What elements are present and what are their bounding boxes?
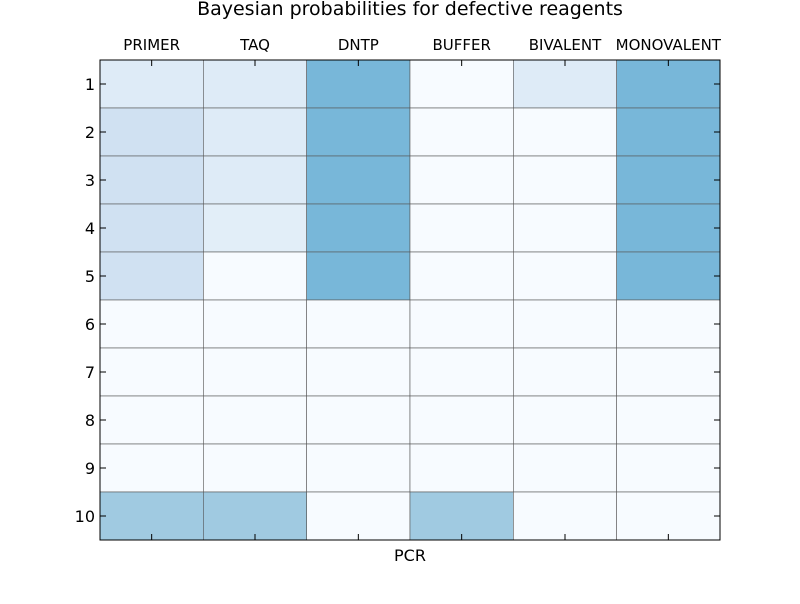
- row-label-7: 7: [85, 363, 95, 382]
- heatmap-cell-r6-monovalent: [616, 299, 721, 349]
- heatmap-cell-r1-monovalent: [616, 59, 721, 109]
- heatmap-cell-r2-monovalent: [616, 107, 721, 157]
- heatmap-cell-r1-primer: [99, 59, 204, 109]
- heatmap-cell-r4-primer: [99, 203, 204, 253]
- column-label-monovalent: MONOVALENT: [616, 36, 722, 54]
- heatmap-cell-r10-primer: [99, 491, 204, 541]
- heatmap-cell-r6-bivalent: [513, 299, 617, 349]
- heatmap-cell-r3-buffer: [409, 155, 514, 205]
- heatmap-cell-r8-dntp: [306, 395, 411, 445]
- heatmap-cell-r6-taq: [203, 299, 307, 349]
- heatmap-cell-r9-primer: [99, 443, 204, 493]
- heatmap-cell-r10-bivalent: [513, 491, 617, 541]
- heatmap-cell-r2-dntp: [306, 107, 411, 157]
- plot-frame: [99, 59, 721, 541]
- heatmap-cell-r10-buffer: [409, 491, 514, 541]
- heatmap-cell-r2-buffer: [409, 107, 514, 157]
- heatmap-cell-r10-dntp: [306, 491, 411, 541]
- heatmap-cell-r4-buffer: [409, 203, 514, 253]
- heatmap-cell-r9-buffer: [409, 443, 514, 493]
- heatmap-cell-r4-taq: [203, 203, 307, 253]
- row-label-5: 5: [85, 267, 95, 286]
- column-label-bivalent: BIVALENT: [529, 36, 602, 54]
- heatmap-cell-r3-bivalent: [513, 155, 617, 205]
- heatmap-cell-r10-monovalent: [616, 491, 721, 541]
- heatmap-cell-r4-bivalent: [513, 203, 617, 253]
- heatmap-cell-r9-dntp: [306, 443, 411, 493]
- heatmap-cell-r1-taq: [203, 59, 307, 109]
- axis-tick-labels: PRIMER TAQ DNTP BUFFER BIVALENT MONOVALENT 1 2 3…: [75, 36, 722, 526]
- heatmap-cell-r4-monovalent: [616, 203, 721, 253]
- heatmap-cell-r7-primer: [99, 347, 204, 397]
- heatmap-cell-r6-dntp: [306, 299, 411, 349]
- heatmap-cell-r7-bivalent: [513, 347, 617, 397]
- column-label-primer: PRIMER: [123, 36, 180, 54]
- heatmap-cell-r6-buffer: [409, 299, 514, 349]
- heatmap-cell-r3-dntp: [306, 155, 411, 205]
- heatmap-cell-r8-primer: [99, 395, 204, 445]
- heatmap-cell-r1-bivalent: [513, 59, 617, 109]
- row-label-3: 3: [85, 171, 95, 190]
- row-label-1: 1: [85, 75, 95, 94]
- column-label-buffer: BUFFER: [432, 36, 490, 54]
- row-label-10: 10: [75, 507, 95, 526]
- heatmap-cell-r2-bivalent: [513, 107, 617, 157]
- heatmap-cell-r6-primer: [99, 299, 204, 349]
- heatmap-cell-r7-dntp: [306, 347, 411, 397]
- heatmap-cell-r5-primer: [99, 251, 204, 301]
- heatmap-cell-r9-monovalent: [616, 443, 721, 493]
- column-label-taq: TAQ: [239, 36, 270, 54]
- heatmap-cells: [99, 59, 721, 541]
- heatmap-cell-r8-monovalent: [616, 395, 721, 445]
- heatmap-cell-r8-bivalent: [513, 395, 617, 445]
- axis-ticks: [100, 60, 720, 540]
- heatmap-cell-r5-dntp: [306, 251, 411, 301]
- heatmap-cell-r1-buffer: [409, 59, 514, 109]
- heatmap-cell-r5-taq: [203, 251, 307, 301]
- row-label-9: 9: [85, 459, 95, 478]
- row-label-6: 6: [85, 315, 95, 334]
- heatmap-cell-r7-taq: [203, 347, 307, 397]
- heatmap-cell-r9-bivalent: [513, 443, 617, 493]
- row-label-8: 8: [85, 411, 95, 430]
- row-label-4: 4: [85, 219, 95, 238]
- chart-title: Bayesian probabilities for defective rea…: [197, 0, 623, 20]
- heatmap-cell-r3-taq: [203, 155, 307, 205]
- heatmap-cell-r8-taq: [203, 395, 307, 445]
- heatmap-cell-r4-dntp: [306, 203, 411, 253]
- heatmap-cell-r2-primer: [99, 107, 204, 157]
- heatmap-cell-r3-primer: [99, 155, 204, 205]
- heatmap-cell-r7-monovalent: [616, 347, 721, 397]
- heatmap-cell-r9-taq: [203, 443, 307, 493]
- column-label-dntp: DNTP: [338, 36, 379, 54]
- x-axis-label: PCR: [394, 546, 426, 565]
- heatmap-cell-r1-dntp: [306, 59, 411, 109]
- heatmap-cell-r5-monovalent: [616, 251, 721, 301]
- heatmap-cell-r8-buffer: [409, 395, 514, 445]
- heatmap-cell-r3-monovalent: [616, 155, 721, 205]
- row-label-2: 2: [85, 123, 95, 142]
- heatmap-cell-r5-buffer: [409, 251, 514, 301]
- heatmap-cell-r7-buffer: [409, 347, 514, 397]
- heatmap-cell-r10-taq: [203, 491, 307, 541]
- heatmap-cell-r2-taq: [203, 107, 307, 157]
- heatmap-cell-r5-bivalent: [513, 251, 617, 301]
